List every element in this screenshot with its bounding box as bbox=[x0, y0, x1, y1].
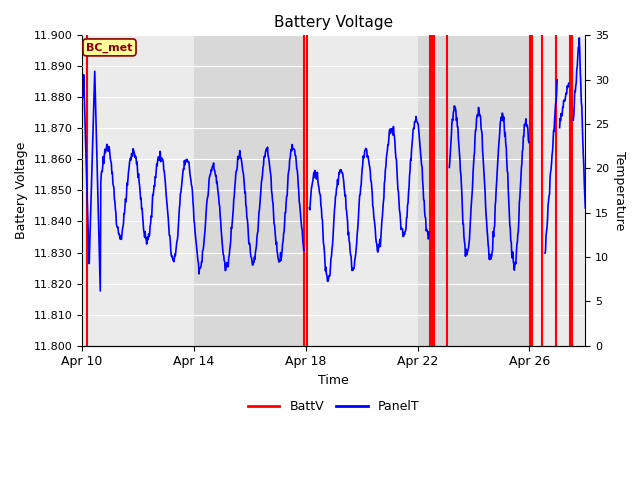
Text: BC_met: BC_met bbox=[86, 42, 132, 52]
Legend: BattV, PanelT: BattV, PanelT bbox=[243, 396, 424, 418]
Bar bbox=[529, 36, 586, 346]
Y-axis label: Temperature: Temperature bbox=[612, 151, 625, 230]
Bar bbox=[306, 36, 417, 346]
Title: Battery Voltage: Battery Voltage bbox=[274, 15, 394, 30]
X-axis label: Time: Time bbox=[318, 374, 349, 387]
Bar bbox=[82, 36, 194, 346]
Y-axis label: Battery Voltage: Battery Voltage bbox=[15, 142, 28, 239]
Bar bbox=[417, 36, 529, 346]
Bar bbox=[194, 36, 306, 346]
